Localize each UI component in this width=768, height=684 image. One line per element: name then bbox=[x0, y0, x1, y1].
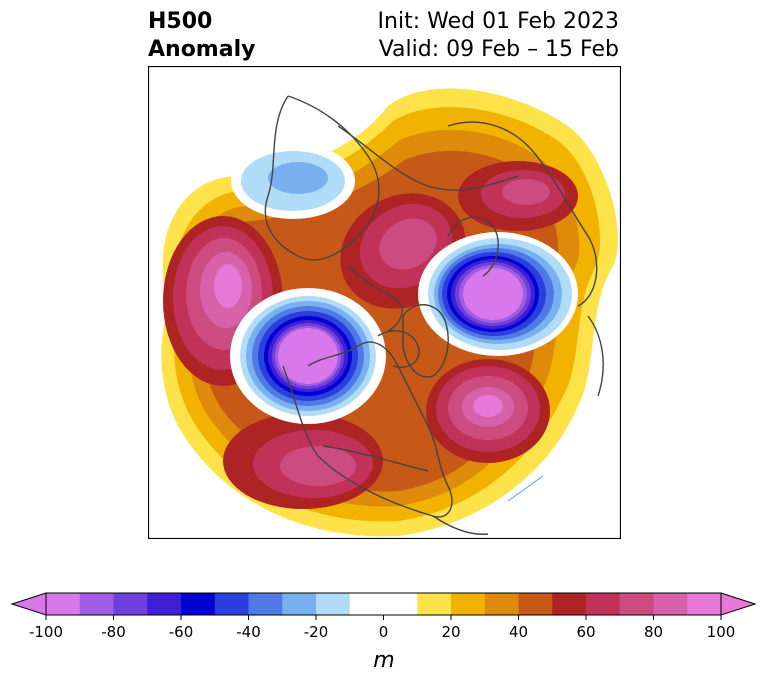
colorbar-ticks: -100 -80 -60 -40 -20 0 20 40 60 80 100 bbox=[29, 615, 735, 641]
init-date-label: Init: Wed 01 Feb 2023 bbox=[377, 9, 619, 34]
ridge-namerica-70 bbox=[280, 446, 356, 486]
colorbar-tick-label: -20 bbox=[304, 623, 329, 641]
colorbar-bin-11 bbox=[451, 593, 486, 615]
coast-europe bbox=[447, 121, 598, 307]
trough-eurasia-100 bbox=[463, 268, 523, 320]
colorbar-bin-13 bbox=[518, 593, 553, 615]
title-field-type: Anomaly bbox=[148, 37, 256, 62]
anomaly-map bbox=[148, 66, 621, 539]
colorbar-tick-label: -60 bbox=[169, 623, 194, 641]
colorbar-bin-16 bbox=[619, 593, 654, 615]
colorbar-tick-label: 60 bbox=[576, 623, 595, 641]
coast-greenland bbox=[402, 304, 449, 378]
colorbar-tick-label: 100 bbox=[707, 623, 736, 641]
title-block-left: H500 Anomaly bbox=[148, 8, 255, 64]
colorbar-bin-12 bbox=[484, 593, 519, 615]
colorbar-bin-14 bbox=[552, 593, 587, 615]
colorbar-bin-17 bbox=[653, 593, 688, 615]
colorbar-tick-label: 80 bbox=[644, 623, 663, 641]
weak-negative-streak bbox=[507, 475, 544, 502]
colorbar-bin-4 bbox=[181, 593, 216, 615]
coast-north-america bbox=[282, 341, 453, 518]
colorbar-bin-3 bbox=[147, 593, 182, 615]
ridge-atlantic-90 bbox=[473, 395, 503, 417]
colorbar-tick-label: 40 bbox=[509, 623, 528, 641]
colorbar-tick-label: -80 bbox=[101, 623, 126, 641]
colorbar-bin-8 bbox=[316, 593, 351, 615]
colorbar-unit-label: m bbox=[373, 648, 394, 673]
colorbar-bin-15 bbox=[586, 593, 621, 615]
colorbar-bins bbox=[46, 593, 722, 615]
title-block-right: Init: Wed 01 Feb 2023 Valid: 09 Feb – 15… bbox=[378, 8, 619, 64]
colorbar-over-arrow bbox=[720, 592, 757, 616]
colorbar-tick-label: -40 bbox=[236, 623, 261, 641]
coast-mexico bbox=[432, 515, 489, 535]
border-russia bbox=[337, 125, 519, 191]
coast-scandinavia bbox=[447, 216, 499, 277]
ridge-europe-70 bbox=[502, 179, 550, 205]
colorbar-bin-2 bbox=[113, 593, 148, 615]
colorbar-bin-6 bbox=[248, 593, 283, 615]
border-us-canada bbox=[322, 445, 429, 472]
ridge-pacific-90 bbox=[214, 264, 242, 308]
trough-eastasia-30 bbox=[268, 162, 328, 194]
valid-range-label: Valid: 09 Feb – 15 Feb bbox=[378, 37, 619, 62]
colorbar-bin-5 bbox=[214, 593, 249, 615]
colorbar-bin-7 bbox=[282, 593, 317, 615]
land-outlines bbox=[264, 95, 604, 535]
map-frame bbox=[148, 66, 621, 539]
coast-asia bbox=[264, 95, 380, 261]
colorbar-tick-label: 20 bbox=[441, 623, 460, 641]
title-field-name: H500 bbox=[148, 9, 213, 34]
colorbar-bin-18 bbox=[687, 593, 722, 615]
coast-africa bbox=[587, 315, 604, 397]
colorbar-tick-label: -100 bbox=[29, 623, 63, 641]
ridge-siberia-70 bbox=[379, 218, 437, 270]
colorbar-under-arrow bbox=[10, 592, 47, 616]
trough-arctic-100 bbox=[278, 328, 338, 384]
colorbar-bin-10 bbox=[417, 593, 452, 615]
coast-canada-arctic bbox=[377, 330, 420, 368]
colorbar-tick-label: 0 bbox=[379, 623, 389, 641]
colorbar-bin-9 bbox=[349, 593, 418, 615]
colorbar: -100 -80 -60 -40 -20 0 20 40 60 80 100 m bbox=[10, 592, 757, 673]
colorbar-bin-1 bbox=[79, 593, 114, 615]
coast-alaska bbox=[347, 265, 403, 332]
colorbar-bin-0 bbox=[46, 593, 81, 615]
